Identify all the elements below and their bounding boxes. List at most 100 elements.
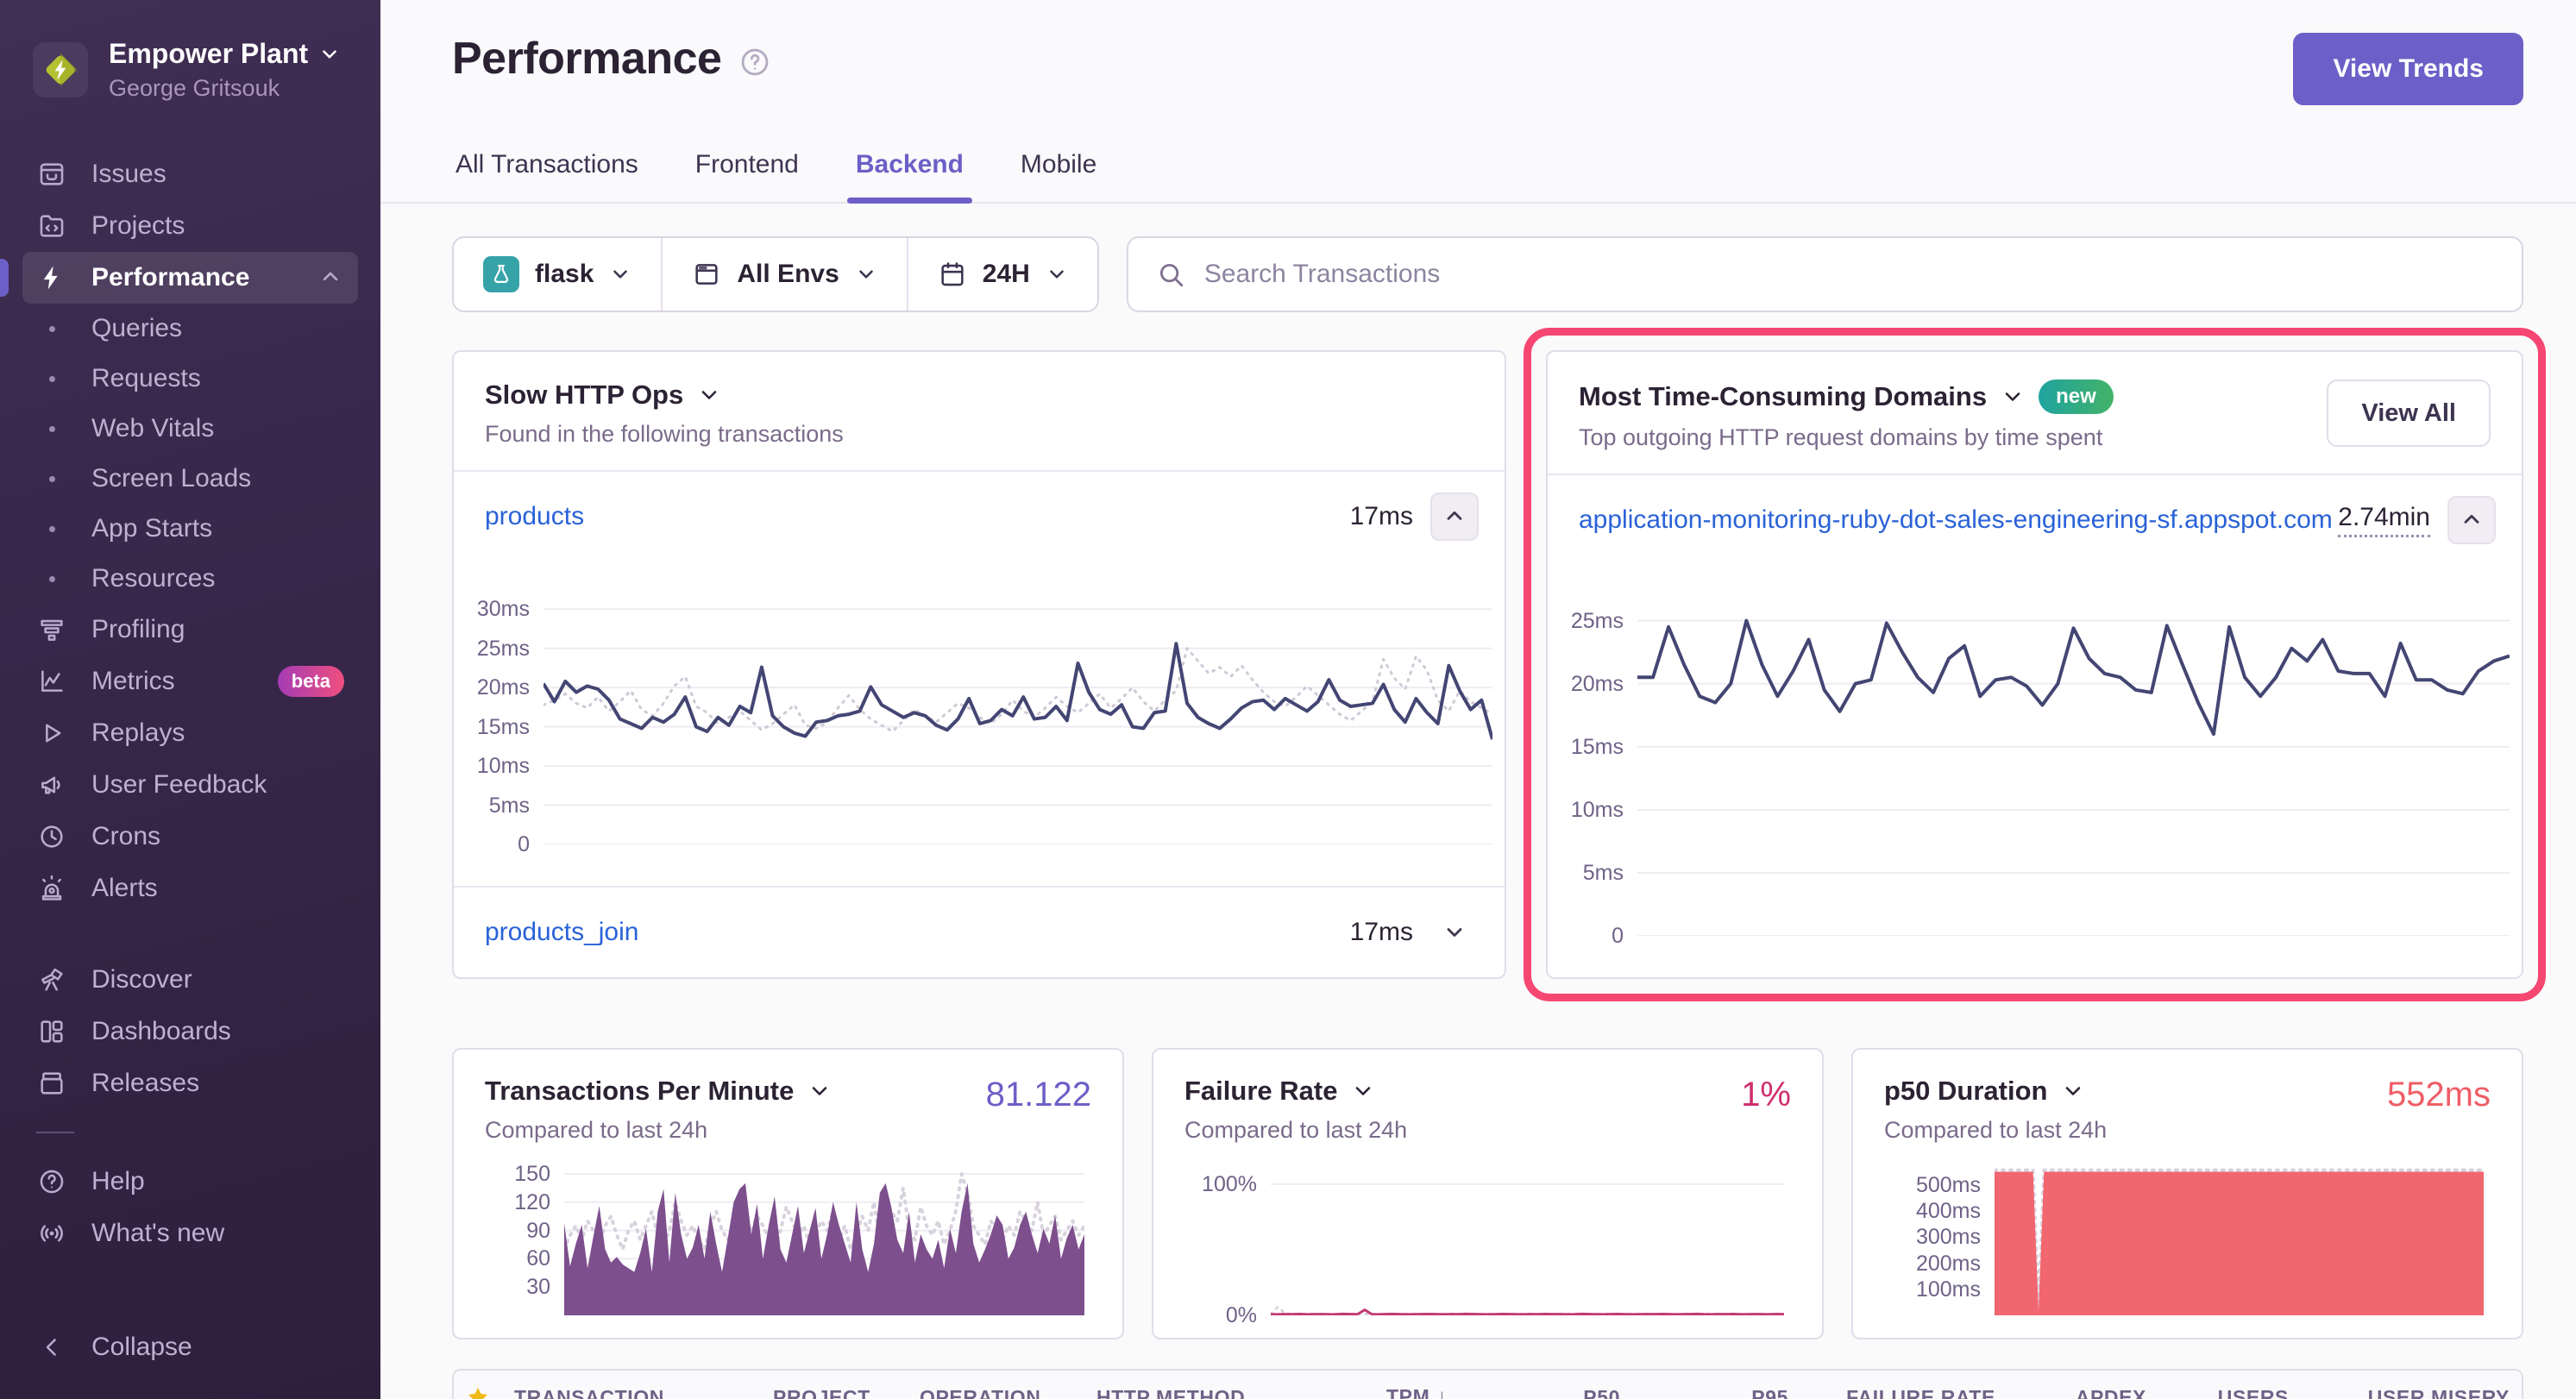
sidebar-item-app-starts[interactable]: App Starts <box>22 504 358 554</box>
sidebar-item-alerts[interactable]: Alerts <box>22 863 358 914</box>
sidebar-item-label: What's new <box>91 1219 225 1247</box>
column-header-operation[interactable]: OPERATION <box>920 1385 1041 1399</box>
column-header-tpm[interactable]: TPM ↓ <box>1304 1385 1460 1399</box>
environment-filter-dropdown[interactable]: All Envs <box>661 238 906 311</box>
releases-icon <box>36 1068 67 1099</box>
sidebar-item-screen-loads[interactable]: Screen Loads <box>22 454 358 504</box>
view-all-button[interactable]: View All <box>2327 380 2491 447</box>
metric-subtitle: Compared to last 24h <box>1184 1117 1408 1143</box>
sidebar-item-dashboards[interactable]: Dashboards <box>22 1006 358 1057</box>
axis-tick-label: 0 <box>518 832 530 856</box>
axis-tick-label: 150 <box>514 1161 550 1186</box>
star-column-header[interactable] <box>454 1383 502 1399</box>
org-name: Empower Plant <box>109 38 309 69</box>
time-spent-value: 2.74min <box>2338 503 2430 537</box>
column-header-user-misery[interactable]: USER MISERY <box>2367 1385 2510 1399</box>
bullet-icon <box>36 476 67 482</box>
widget-subtitle: Found in the following transactions <box>485 421 844 447</box>
p50-duration-chart: 500ms 400ms 300ms 200ms 100ms <box>1884 1164 2491 1315</box>
sidebar-item-performance[interactable]: Performance <box>0 252 358 304</box>
sidebar-item-label: Projects <box>91 211 185 240</box>
sidebar-item-resources[interactable]: Resources <box>22 554 358 604</box>
axis-tick-label: 200ms <box>1915 1251 1981 1276</box>
tab-all-transactions[interactable]: All Transactions <box>456 150 638 179</box>
widget-title: Most Time-Consuming Domains <box>1579 381 1988 411</box>
sidebar: Empower Plant George Gritsouk Issues Proj… <box>0 0 380 1399</box>
sidebar-item-label: Requests <box>91 364 201 392</box>
megaphone-icon <box>36 769 67 800</box>
axis-tick-label: 20ms <box>1570 671 1624 696</box>
axis-tick-label: 0 <box>1612 924 1624 948</box>
new-badge: new <box>2039 380 2114 414</box>
slow-http-ops-title-dropdown[interactable]: Slow HTTP Ops <box>485 380 1473 411</box>
project-filter-dropdown[interactable]: flask <box>454 238 661 311</box>
failure-rate-title-dropdown[interactable]: Failure Rate <box>1184 1076 1407 1107</box>
sidebar-item-crons[interactable]: Crons <box>22 811 358 863</box>
sidebar-item-web-vitals[interactable]: Web Vitals <box>22 404 358 454</box>
sidebar-item-help[interactable]: Help <box>22 1156 358 1208</box>
metric-subtitle: Compared to last 24h <box>485 1117 708 1143</box>
tab-frontend[interactable]: Frontend <box>694 150 799 179</box>
org-avatar <box>33 42 88 97</box>
sidebar-item-collapse[interactable]: Collapse <box>22 1321 358 1373</box>
column-header-p95[interactable]: P95 <box>1751 1385 1788 1399</box>
transaction-link-products[interactable]: products <box>485 502 585 530</box>
sidebar-item-projects[interactable]: Projects <box>22 200 358 252</box>
sidebar-item-issues[interactable]: Issues <box>22 148 358 200</box>
chevron-up-icon <box>2464 514 2479 524</box>
transactions-per-minute-card: Transactions Per Minute Compared to last… <box>452 1048 1124 1339</box>
p50-title-dropdown[interactable]: p50 Duration <box>1884 1076 2107 1107</box>
date-range-dropdown[interactable]: 24H <box>906 238 1097 311</box>
failure-rate-card: Failure Rate Compared to last 24h 1% 100… <box>1152 1048 1824 1339</box>
view-trends-button[interactable]: View Trends <box>2293 33 2523 105</box>
search-transactions-box <box>1126 236 2523 312</box>
sidebar-item-label: Crons <box>91 822 161 850</box>
p50-duration-card: p50 Duration Compared to last 24h 552ms … <box>1851 1048 2523 1339</box>
project-filter-label: flask <box>535 260 594 288</box>
sidebar-item-user-feedback[interactable]: User Feedback <box>22 759 358 811</box>
chevron-down-icon <box>1447 928 1462 937</box>
column-header-apdex[interactable]: APDEX <box>2075 1385 2146 1399</box>
domains-chart: 25ms 20ms 15ms 10ms 5ms 0 <box>1548 589 2522 948</box>
sidebar-item-metrics[interactable]: Metrics beta <box>22 656 358 707</box>
sidebar-item-queries[interactable]: Queries <box>22 304 358 354</box>
transaction-link-products-join[interactable]: products_join <box>485 918 639 946</box>
sidebar-item-label: Web Vitals <box>91 414 215 442</box>
issues-icon <box>36 159 67 190</box>
duration-value: 17ms <box>1349 502 1413 530</box>
tab-mobile[interactable]: Mobile <box>1020 150 1097 179</box>
collapse-row-button[interactable] <box>2447 496 2496 544</box>
tab-backend[interactable]: Backend <box>846 150 972 204</box>
column-header-project[interactable]: PROJECT <box>773 1385 870 1399</box>
column-header-transaction[interactable]: TRANSACTION <box>514 1385 664 1399</box>
sidebar-item-label: Screen Loads <box>91 464 252 492</box>
org-switcher[interactable]: Empower Plant George Gritsouk <box>0 29 380 110</box>
axis-tick-label: 5ms <box>1582 860 1624 885</box>
axis-tick-label: 10ms <box>476 754 530 779</box>
sidebar-item-replays[interactable]: Replays <box>22 707 358 759</box>
tpm-title-dropdown[interactable]: Transactions Per Minute <box>485 1076 832 1107</box>
metric-value: 81.122 <box>985 1076 1091 1114</box>
profiling-icon <box>36 614 67 645</box>
expand-row-button[interactable] <box>1430 908 1479 957</box>
sidebar-item-profiling[interactable]: Profiling <box>22 604 358 656</box>
collapse-row-button[interactable] <box>1430 492 1479 541</box>
help-circle-icon[interactable] <box>738 46 771 78</box>
sidebar-item-what-s-new[interactable]: What's new <box>22 1208 358 1259</box>
domains-title-dropdown[interactable]: Most Time-Consuming Domains new <box>1579 380 2114 414</box>
sidebar-item-discover[interactable]: Discover <box>22 954 358 1006</box>
sidebar-item-label: Discover <box>91 965 192 994</box>
sidebar-item-requests[interactable]: Requests <box>22 354 358 404</box>
column-header-users[interactable]: USERS <box>2217 1385 2289 1399</box>
search-transactions-input[interactable] <box>1203 260 2494 289</box>
column-header-p50[interactable]: P50 <box>1583 1385 1620 1399</box>
failure-rate-chart: 100% 0% <box>1184 1164 1791 1327</box>
sidebar-item-releases[interactable]: Releases <box>22 1057 358 1109</box>
dashboards-icon <box>36 1016 67 1047</box>
column-header-http-method[interactable]: HTTP METHOD <box>1096 1385 1246 1399</box>
column-header-failure-rate[interactable]: FAILURE RATE <box>1846 1385 1995 1399</box>
axis-tick-label: 100% <box>1202 1171 1257 1196</box>
domain-link[interactable]: application-monitoring-ruby-dot-sales-en… <box>1579 505 2333 534</box>
page-title: Performance <box>452 34 722 84</box>
collapse-icon <box>36 1332 67 1363</box>
